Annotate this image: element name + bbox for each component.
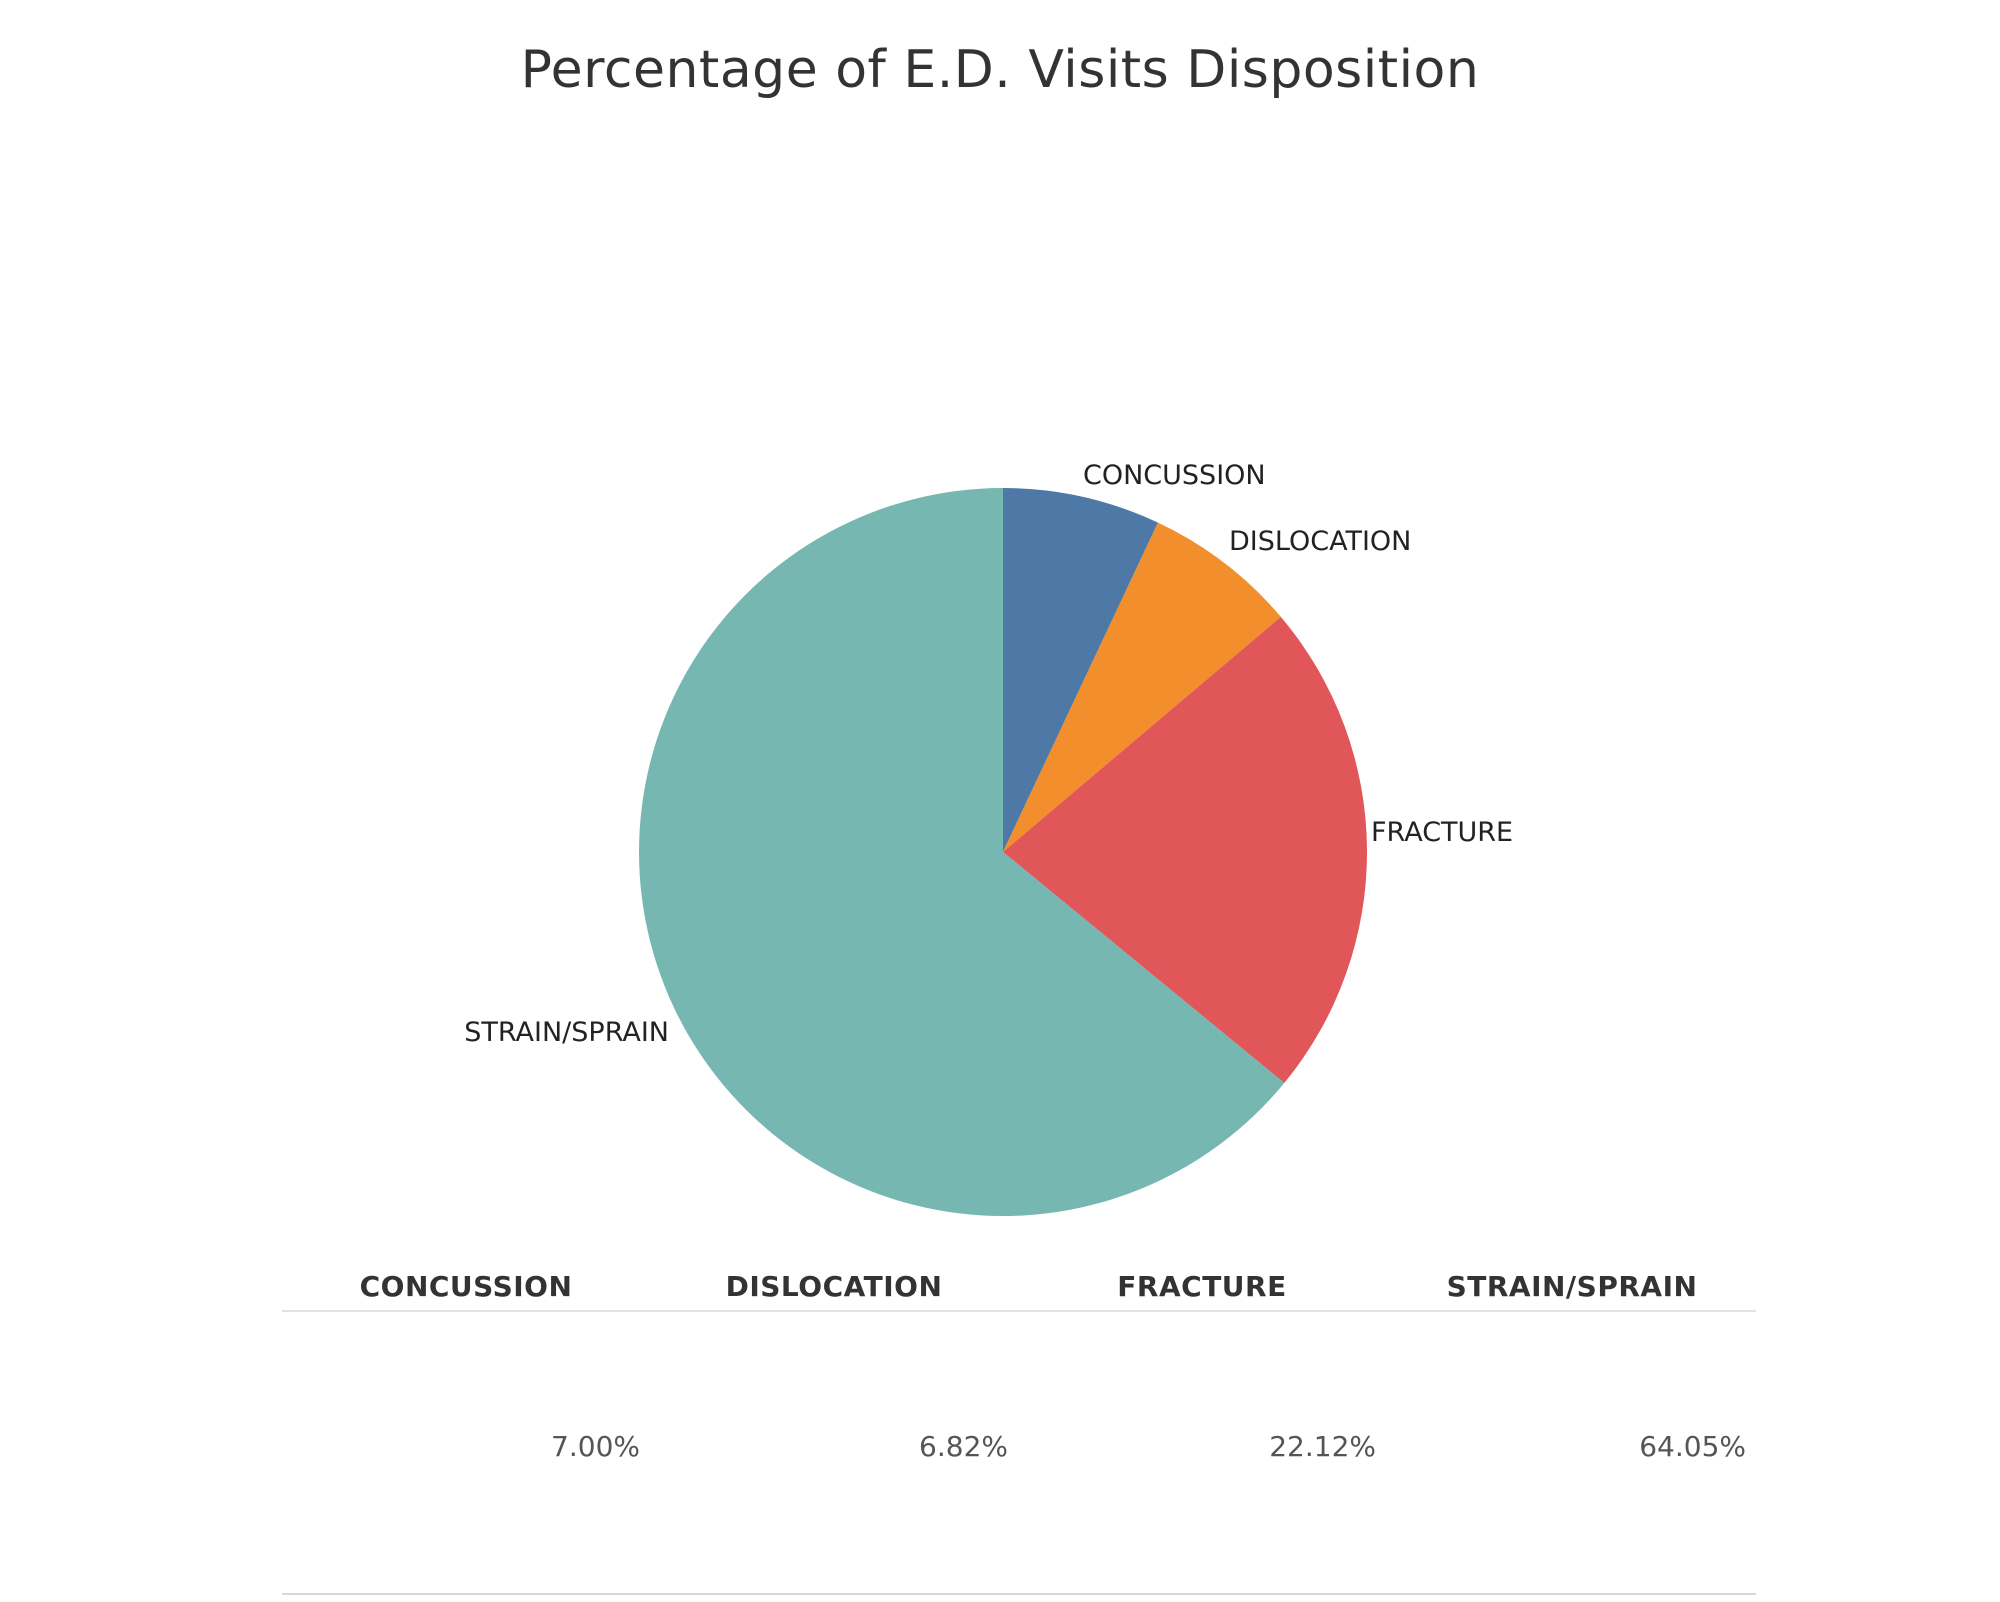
value-strain-sprain[interactable]: 64.05% bbox=[1639, 1430, 1746, 1463]
column-header-fracture[interactable]: FRACTURE bbox=[1117, 1270, 1287, 1303]
value-fracture[interactable]: 22.12% bbox=[1269, 1430, 1376, 1463]
pie-slices bbox=[639, 488, 1368, 1216]
slice-label-concussion: CONCUSSION bbox=[1083, 460, 1266, 491]
column-header-concussion[interactable]: CONCUSSION bbox=[359, 1270, 573, 1303]
value-concussion[interactable]: 7.00% bbox=[551, 1430, 640, 1463]
column-header-strain-sprain[interactable]: STRAIN/SPRAIN bbox=[1446, 1270, 1698, 1303]
slice-label-fracture: FRACTURE bbox=[1371, 817, 1513, 848]
pie-slice-concussion[interactable] bbox=[1003, 488, 1158, 852]
pie-slice-fracture[interactable] bbox=[1003, 616, 1368, 1084]
table-header-row: CONCUSSION DISLOCATION FRACTURE STRAIN/S… bbox=[282, 1262, 1756, 1312]
summary-table: CONCUSSION DISLOCATION FRACTURE STRAIN/S… bbox=[282, 1262, 1756, 1602]
pie-labels: CONCUSSION DISLOCATION FRACTURE STRAIN/SPRA… bbox=[464, 460, 1513, 1048]
table-bottom-divider bbox=[282, 1593, 1756, 1595]
column-header-dislocation[interactable]: DISLOCATION bbox=[725, 1270, 943, 1303]
value-dislocation[interactable]: 6.82% bbox=[919, 1430, 1008, 1463]
chart-title: Percentage of E.D. Visits Disposition bbox=[520, 40, 1480, 100]
pie-slice-strain-sprain[interactable] bbox=[639, 488, 1285, 1216]
slice-label-strain-sprain: STRAIN/SPRAIN bbox=[464, 1017, 669, 1048]
pie-slice-dislocation[interactable] bbox=[1003, 522, 1281, 852]
slice-label-dislocation: DISLOCATION bbox=[1229, 526, 1411, 557]
